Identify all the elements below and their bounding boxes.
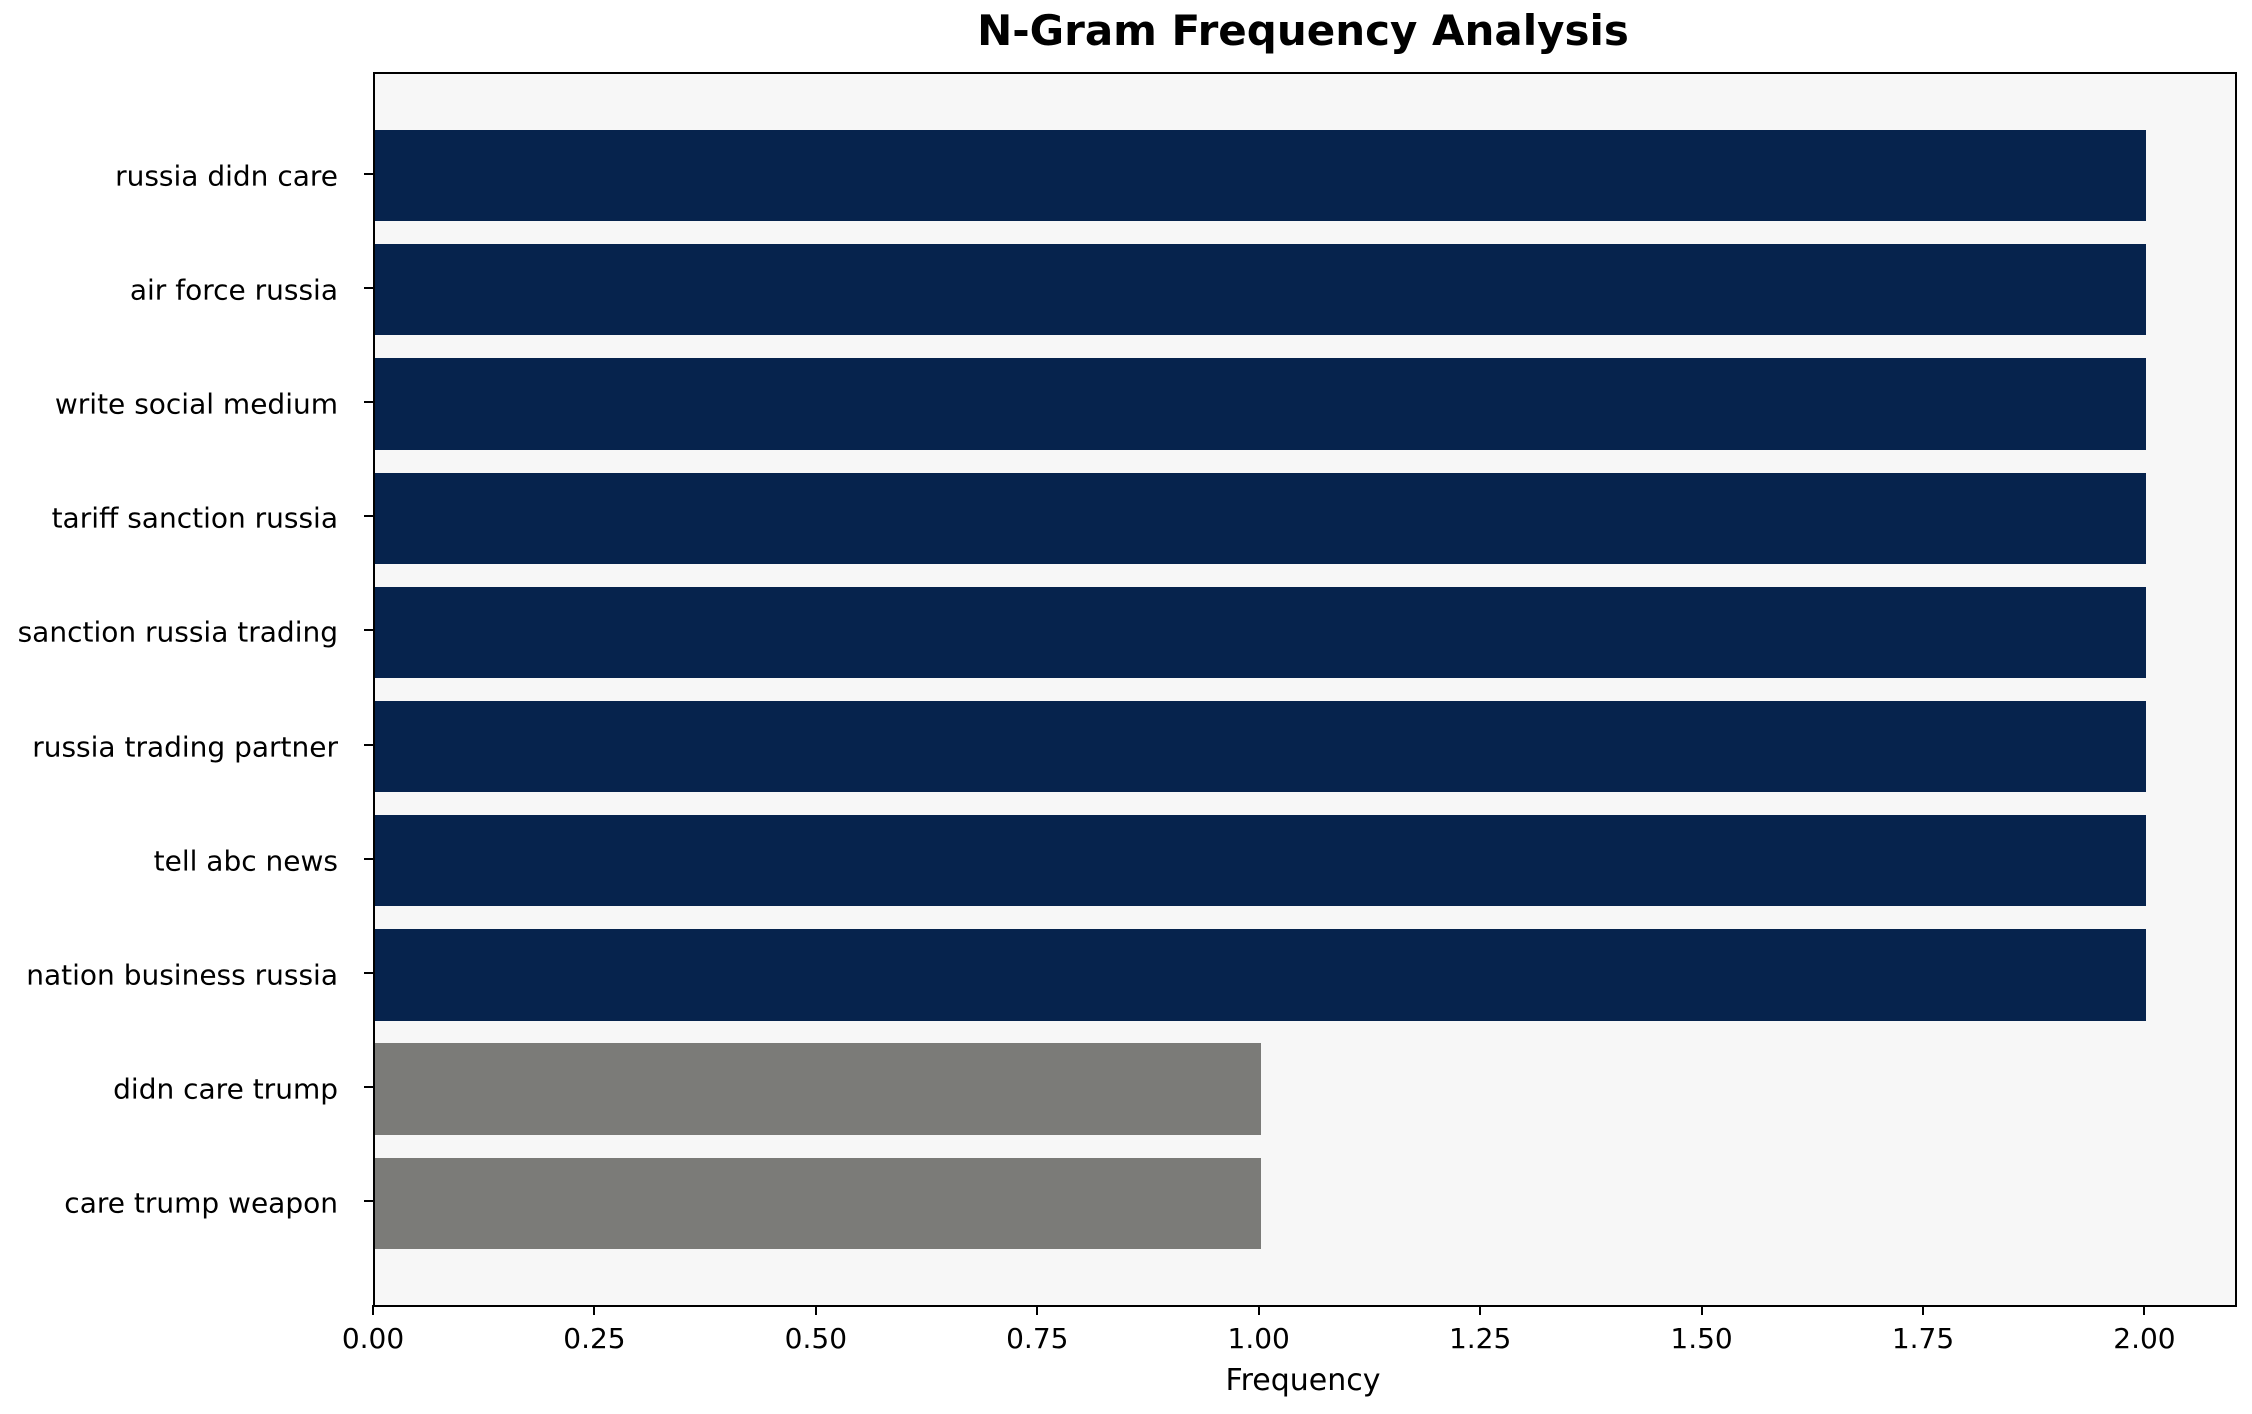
y-tick-label: tariff sanction russia: [51, 501, 338, 535]
x-tick-mark: [1036, 1305, 1039, 1315]
bar-didn-care-trump: [375, 1043, 1261, 1135]
y-tick-label: care trump weapon: [64, 1186, 338, 1220]
y-tick-mark: [364, 1200, 373, 1203]
y-tick-mark: [364, 401, 373, 404]
y-tick-mark: [364, 1086, 373, 1089]
x-tick-label: 2.00: [2113, 1322, 2176, 1355]
bar-sanction-russia-trading: [375, 586, 2147, 679]
x-tick-label: 0.00: [341, 1322, 405, 1355]
y-tick-mark: [364, 629, 373, 632]
x-tick-label: 0.50: [784, 1322, 848, 1355]
y-tick-mark: [364, 286, 373, 289]
x-tick-mark: [1922, 1305, 1924, 1315]
x-tick-mark: [2143, 1305, 2146, 1315]
y-tick-label: write social medium: [54, 387, 338, 421]
bar-air-force-russia: [375, 244, 2147, 336]
x-tick-mark: [814, 1305, 817, 1315]
y-tick-label: didn care trump: [113, 1072, 338, 1106]
y-tick-label: russia didn care: [115, 159, 338, 193]
y-tick-label: air force russia: [129, 273, 338, 307]
x-tick-label: 1.50: [1670, 1322, 1733, 1355]
bar-write-social-medium: [375, 358, 2147, 450]
y-tick-label: russia trading partner: [32, 730, 338, 764]
x-tick-label: 1.00: [1227, 1322, 1290, 1355]
x-tick-mark: [1257, 1305, 1260, 1315]
y-tick-mark: [364, 857, 373, 860]
bar-nation-business-russia: [375, 929, 2147, 1021]
y-tick-label: nation business russia: [26, 958, 338, 992]
x-tick-mark: [372, 1305, 374, 1315]
bar-tell-abc-news: [375, 815, 2147, 907]
bar-care-trump-weapon: [375, 1157, 1261, 1250]
y-tick-mark: [364, 971, 373, 974]
y-tick-label: tell abc news: [153, 844, 338, 878]
x-tick-label: 0.75: [1006, 1322, 1069, 1355]
x-tick-label: 1.75: [1891, 1322, 1955, 1355]
plot-area: [373, 72, 2237, 1307]
bar-russia-didn-care: [375, 129, 2147, 222]
x-tick-label: 1.25: [1448, 1322, 1512, 1355]
y-tick-mark: [364, 172, 373, 175]
x-tick-mark: [1700, 1305, 1703, 1315]
x-axis-label: Frequency: [1225, 1363, 1381, 1398]
bar-tariff-sanction-russia: [375, 472, 2147, 564]
x-tick-mark: [1479, 1305, 1482, 1315]
x-tick-mark: [593, 1305, 596, 1315]
y-tick-mark: [364, 743, 373, 746]
chart-title: N-Gram Frequency Analysis: [977, 6, 1629, 55]
y-tick-mark: [364, 515, 373, 518]
bar-russia-trading-partner: [375, 700, 2147, 793]
x-tick-label: 0.25: [563, 1322, 626, 1355]
y-tick-label: sanction russia trading: [17, 615, 338, 649]
